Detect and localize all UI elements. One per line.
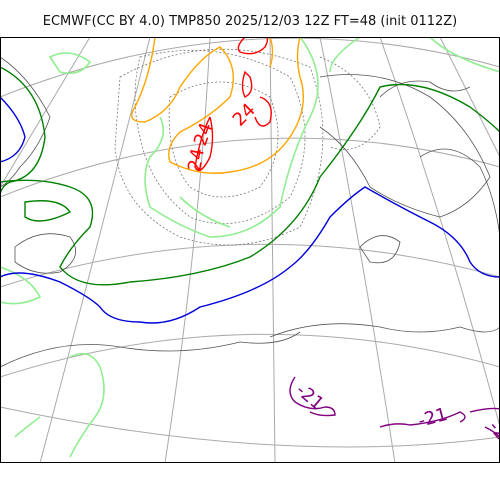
contour-label: 24 [184,147,209,173]
contour-label: -21 [292,380,328,415]
isotherm-line [0,96,26,163]
isotherm-line [254,96,272,127]
isotherm-0 [0,96,500,324]
graticule-meridian [269,37,276,463]
dotted-isotherm [168,81,279,198]
isotherm-line [69,352,105,458]
coastline-europe2 [0,331,301,368]
coastline-scandinavia [319,74,491,218]
coastlines [0,56,500,368]
isotherm-24 [194,37,272,171]
isotherm-line [0,66,46,198]
isotherm-line [241,70,253,98]
coastline-north [379,80,471,98]
isotherm-line [0,186,500,324]
isotherm-line [289,376,336,417]
map-panel: 24 24 24 -21 -21 -21 [0,37,500,463]
graticule-meridian [439,37,500,158]
isotherm-line [237,37,269,55]
graticule-meridian [39,37,151,463]
isotherm-9 [0,37,500,458]
graticule-meridian [164,37,211,463]
dotted-isotherms [114,48,381,246]
isotherm-line [179,196,231,228]
isotherm-line [0,83,500,286]
isotherm-15 [131,37,305,174]
graticule-meridian [319,37,396,463]
isotherm-m21 [289,376,500,438]
graticule-meridian [0,37,91,188]
coastline-islands [359,235,401,264]
isotherm-line [14,416,41,438]
dotted-isotherm [114,48,324,246]
dotted-isotherm [134,49,306,225]
graticule-parallel [0,406,500,448]
contour-label: -21 [484,417,500,453]
isotherm-line [269,37,274,68]
graticule-meridian [379,37,500,428]
isotherm-line [469,407,500,413]
isotherm-line [329,37,361,73]
isotherm-line [24,200,72,222]
coastline-iceland [14,233,77,274]
graticule-parallel [0,333,500,378]
map-svg: 24 24 24 -21 -21 -21 [0,37,500,463]
coastline-europe [269,323,500,338]
graticule-parallel [0,243,500,288]
isotherm-line [379,411,466,428]
isotherm-line [131,37,305,174]
isotherm-6 [0,66,500,286]
contour-label: -21 [416,404,450,432]
graticule [0,37,500,463]
coastline-greenland [0,56,51,188]
coastline-east [419,148,500,238]
contour-label: 24 [229,99,260,130]
chart-title: ECMWF(CC BY 4.0) TMP850 2025/12/03 12Z F… [42,14,458,29]
isotherm-line [144,37,319,238]
isotherm-line [429,37,500,73]
isotherm-line [194,116,214,171]
isotherm-line [48,52,92,75]
